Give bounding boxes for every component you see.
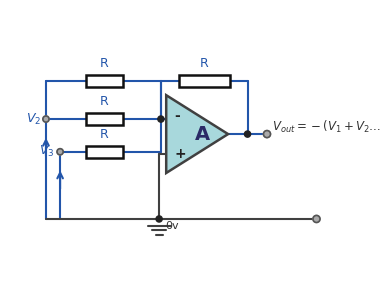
Text: $V_{out} = -(V_1 + V_2 \ldots$: $V_{out} = -(V_1 + V_2 \ldots$ xyxy=(272,119,382,135)
Circle shape xyxy=(264,130,271,138)
Circle shape xyxy=(57,149,63,155)
Text: $V_3$: $V_3$ xyxy=(39,144,55,159)
Text: $V_2$: $V_2$ xyxy=(25,112,41,127)
Text: 0v: 0v xyxy=(165,221,179,231)
Polygon shape xyxy=(166,95,228,173)
Text: R: R xyxy=(100,128,109,141)
Circle shape xyxy=(43,116,49,122)
FancyBboxPatch shape xyxy=(86,146,123,158)
Text: R: R xyxy=(100,95,109,108)
Text: R: R xyxy=(200,57,209,70)
FancyBboxPatch shape xyxy=(179,75,230,87)
Text: A: A xyxy=(195,124,210,144)
Circle shape xyxy=(313,215,320,223)
Circle shape xyxy=(245,131,251,137)
Text: +: + xyxy=(174,146,186,161)
Text: R: R xyxy=(100,57,109,70)
FancyBboxPatch shape xyxy=(86,113,123,125)
Circle shape xyxy=(158,116,164,122)
FancyBboxPatch shape xyxy=(86,75,123,87)
Text: -: - xyxy=(174,110,180,123)
Circle shape xyxy=(156,216,162,222)
